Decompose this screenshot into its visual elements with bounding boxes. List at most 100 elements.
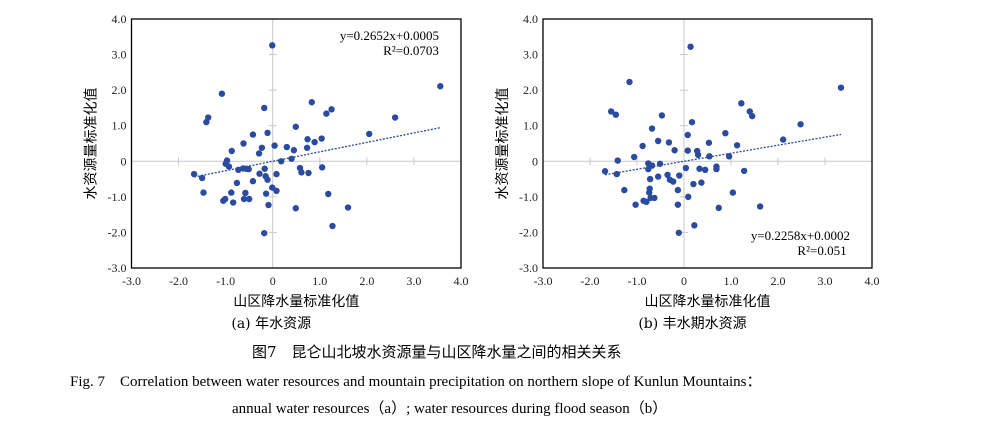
data-point (437, 83, 444, 90)
regression-equation: y=0.2258x+0.0002 (751, 228, 850, 243)
data-point (305, 169, 312, 177)
y-tick-label: 3.0 (523, 48, 538, 62)
data-point (674, 201, 682, 208)
plot-frame (542, 18, 873, 269)
data-point (698, 179, 705, 186)
data-point (687, 43, 694, 50)
y-tick-label: 4.0 (523, 12, 538, 26)
x-tick-label: -3.0 (122, 274, 141, 288)
data-point (229, 199, 237, 206)
data-point (344, 204, 352, 211)
x-tick-label: -3.0 (534, 274, 553, 288)
data-point (669, 178, 677, 185)
data-point (323, 110, 330, 117)
y-tick-label: 1.0 (112, 119, 127, 133)
data-point (249, 178, 257, 185)
x-tick-label: 3.0 (406, 274, 421, 288)
data-point (614, 157, 621, 164)
data-point (639, 142, 646, 150)
data-point (245, 165, 252, 173)
data-point (328, 106, 335, 113)
data-point (682, 164, 690, 172)
data-point (200, 189, 207, 196)
data-point (225, 163, 233, 170)
data-point (391, 114, 399, 121)
data-point (242, 189, 249, 197)
data-point (271, 142, 278, 149)
x-tick-label: 2.0 (359, 274, 374, 288)
data-point (304, 136, 311, 143)
caption-cn: 图7 昆仑山北坡水资源量与山区降水量之间的相关关系 (252, 343, 622, 361)
data-point (269, 42, 276, 49)
subplot-caption: (a) 年水资源 (231, 316, 311, 332)
data-point (691, 222, 698, 229)
data-point (738, 100, 745, 107)
data-point (684, 147, 691, 154)
chart-a: -3.0 -2.0 -1.0 0 1.0 2.0 3.0 4.0 -3.0 -2.0 -1.0 0 1.… (84, 12, 469, 332)
data-point (228, 147, 235, 155)
x-tick-label: -1.0 (628, 274, 647, 288)
data-point (654, 137, 662, 145)
data-point (273, 187, 280, 195)
data-point (262, 190, 270, 197)
data-point (261, 104, 268, 112)
y-tick-label: 3.0 (112, 48, 127, 62)
data-point (220, 197, 227, 204)
data-point (658, 112, 666, 119)
data-point (748, 112, 756, 120)
x-axis-label: 山区降水量标准化值 (233, 294, 359, 310)
data-point (696, 165, 703, 172)
data-point (694, 151, 702, 159)
caption-en-line2: annual water resources（a）; water resourc… (232, 401, 668, 417)
data-point (837, 84, 845, 91)
data-point (198, 174, 206, 182)
data-point (729, 189, 737, 196)
data-point (654, 173, 662, 180)
data-point (366, 130, 373, 138)
data-point (797, 121, 804, 128)
data-point (290, 147, 298, 154)
data-point (233, 179, 241, 187)
y-tick-label: -3.0 (108, 261, 127, 275)
data-point (626, 78, 633, 86)
data-point (675, 229, 683, 236)
y-tick-label: -2.0 (108, 225, 127, 239)
data-point (630, 153, 638, 161)
x-tick-label: 4.0 (865, 274, 880, 288)
data-point (273, 170, 280, 178)
data-point (288, 155, 295, 162)
data-point (264, 129, 271, 137)
x-tick-label: 3.0 (818, 274, 833, 288)
data-point (265, 201, 272, 209)
x-tick-label: 4.0 (454, 274, 469, 288)
data-point (684, 131, 691, 139)
data-point (664, 171, 671, 179)
data-point (676, 172, 683, 179)
data-point (722, 129, 729, 137)
data-point (646, 189, 653, 196)
data-point (671, 147, 678, 154)
data-point (240, 140, 247, 147)
y-tick-label: 0 (121, 154, 127, 168)
data-point (318, 135, 325, 142)
x-tick-label: 1.0 (724, 274, 739, 288)
data-point (715, 204, 722, 212)
chart-b: -3.0 -2.0 -1.0 0 1.0 2.0 3.0 4.0 -3.0 -2.0 -1.0 0 1.… (495, 12, 880, 332)
y-tick-label: 2.0 (523, 83, 538, 97)
data-point (674, 186, 682, 194)
data-point (688, 118, 696, 126)
data-point (261, 229, 268, 237)
y-tick-label: 4.0 (112, 12, 127, 26)
x-tick-label: -1.0 (216, 274, 235, 288)
data-point (645, 165, 652, 173)
data-point (255, 150, 263, 157)
data-point (665, 139, 673, 146)
y-tick-label: -1.0 (108, 190, 127, 204)
data-point (612, 111, 620, 118)
data-point (240, 195, 248, 203)
data-point (756, 203, 764, 210)
data-point (643, 198, 650, 206)
r-squared: R²=0.051 (797, 243, 846, 258)
subplot-caption: (b) 丰水期水资源 (638, 316, 746, 332)
